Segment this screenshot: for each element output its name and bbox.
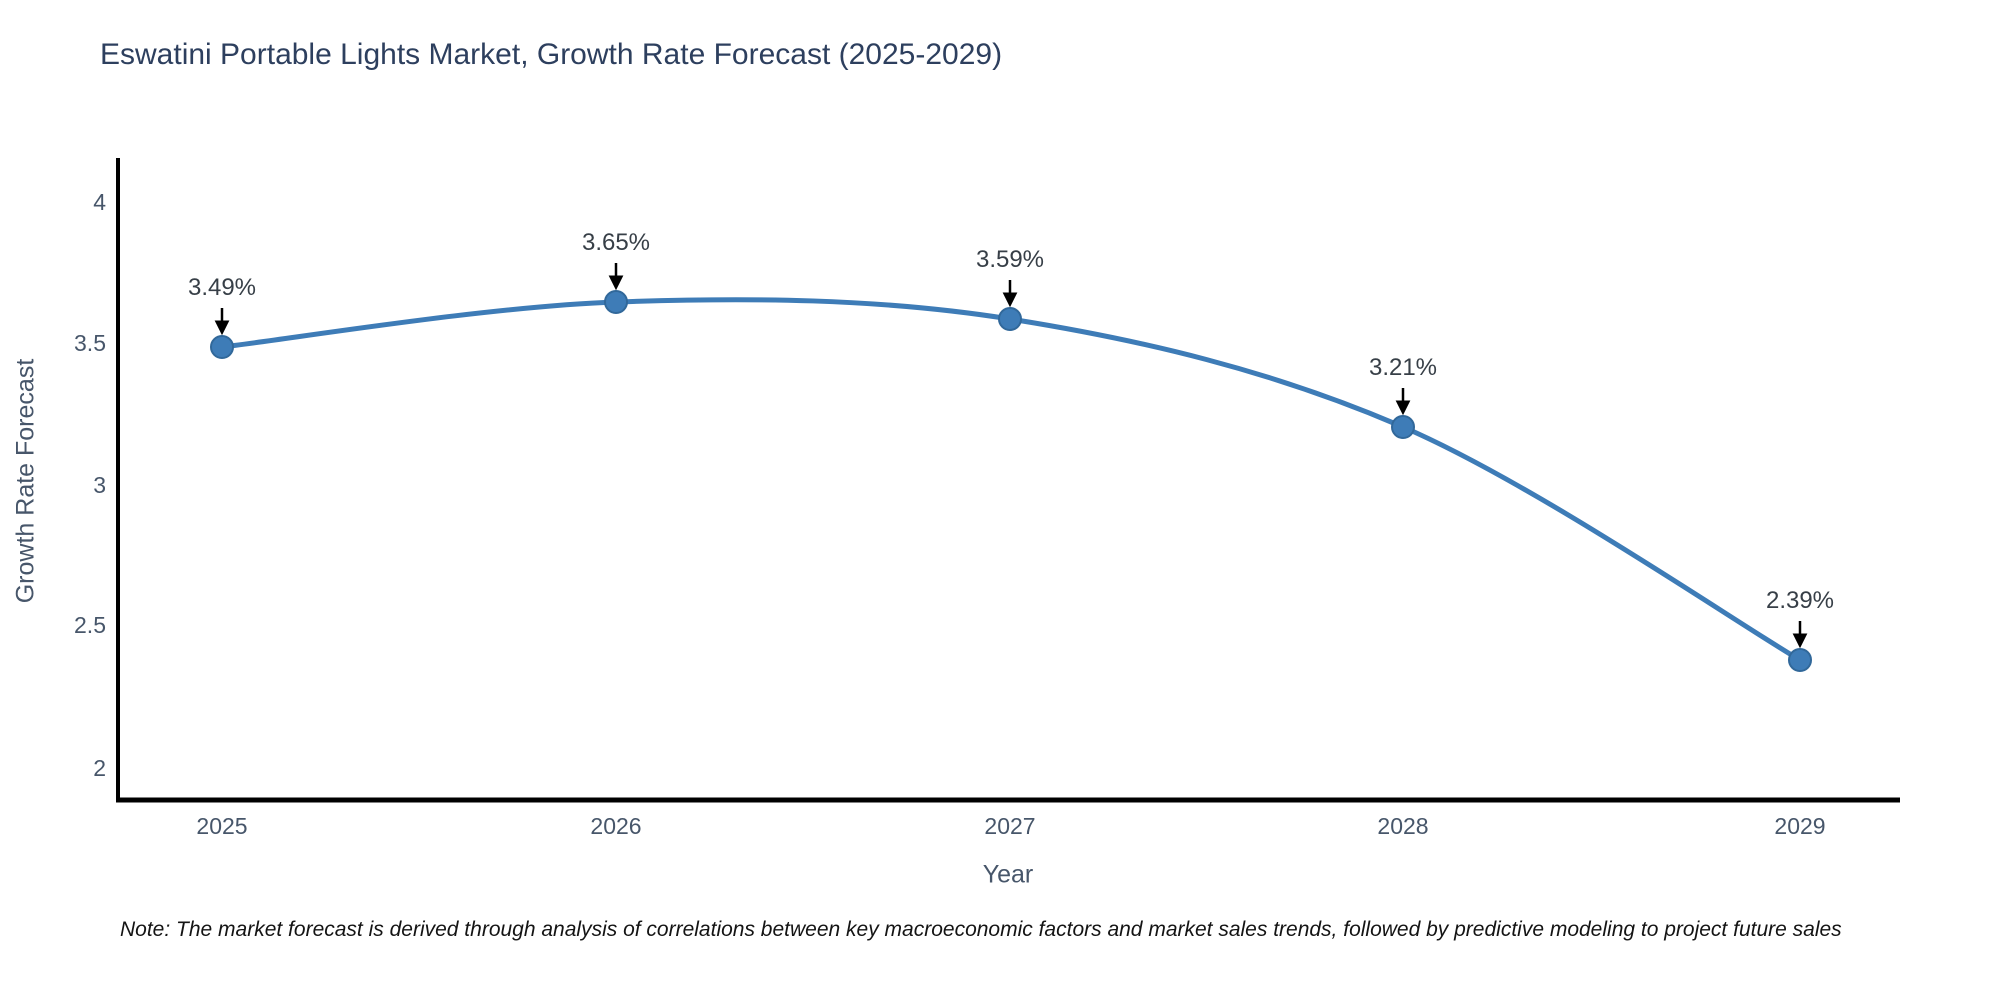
data-label-2026: 3.65% <box>581 229 651 256</box>
data-point-2028 <box>1391 415 1415 439</box>
x-axis-title: Year <box>982 860 1034 889</box>
x-tick-label: 2025 <box>196 813 248 839</box>
y-tick-label: 3 <box>93 472 106 498</box>
x-tick-label: 2028 <box>1377 813 1429 839</box>
x-tick-label: 2029 <box>1774 813 1826 839</box>
data-label-2027: 3.59% <box>975 246 1045 273</box>
y-tick-label: 3.5 <box>74 330 106 356</box>
chart-title: Eswatini Portable Lights Market, Growth … <box>100 38 1003 71</box>
data-point-2026 <box>604 290 628 314</box>
data-label-2029: 2.39% <box>1765 587 1835 614</box>
data-point-2027 <box>998 307 1022 331</box>
data-label-2025: 3.49% <box>187 274 257 301</box>
y-tick-label: 2 <box>93 755 106 781</box>
x-tick-label: 2026 <box>590 813 642 839</box>
footnote: Note: The market forecast is derived thr… <box>120 918 1842 941</box>
data-point-2029 <box>1788 648 1812 672</box>
data-point-2025 <box>210 335 234 359</box>
y-axis-title: Growth Rate Forecast <box>11 358 40 604</box>
data-label-2028: 3.21% <box>1368 354 1438 381</box>
y-tick-label: 2.5 <box>74 612 106 638</box>
x-tick-label: 2027 <box>984 813 1036 839</box>
trend-line <box>219 297 1803 663</box>
y-tick-label: 4 <box>93 189 106 215</box>
